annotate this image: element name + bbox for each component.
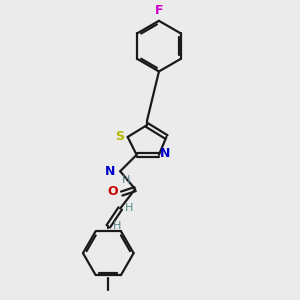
Text: S: S [115,130,124,142]
Text: O: O [107,185,118,198]
Text: H: H [124,203,133,214]
Text: N: N [160,148,171,160]
Text: H: H [122,175,130,185]
Text: F: F [155,4,163,17]
Text: N: N [105,165,116,178]
Text: H: H [112,221,121,231]
